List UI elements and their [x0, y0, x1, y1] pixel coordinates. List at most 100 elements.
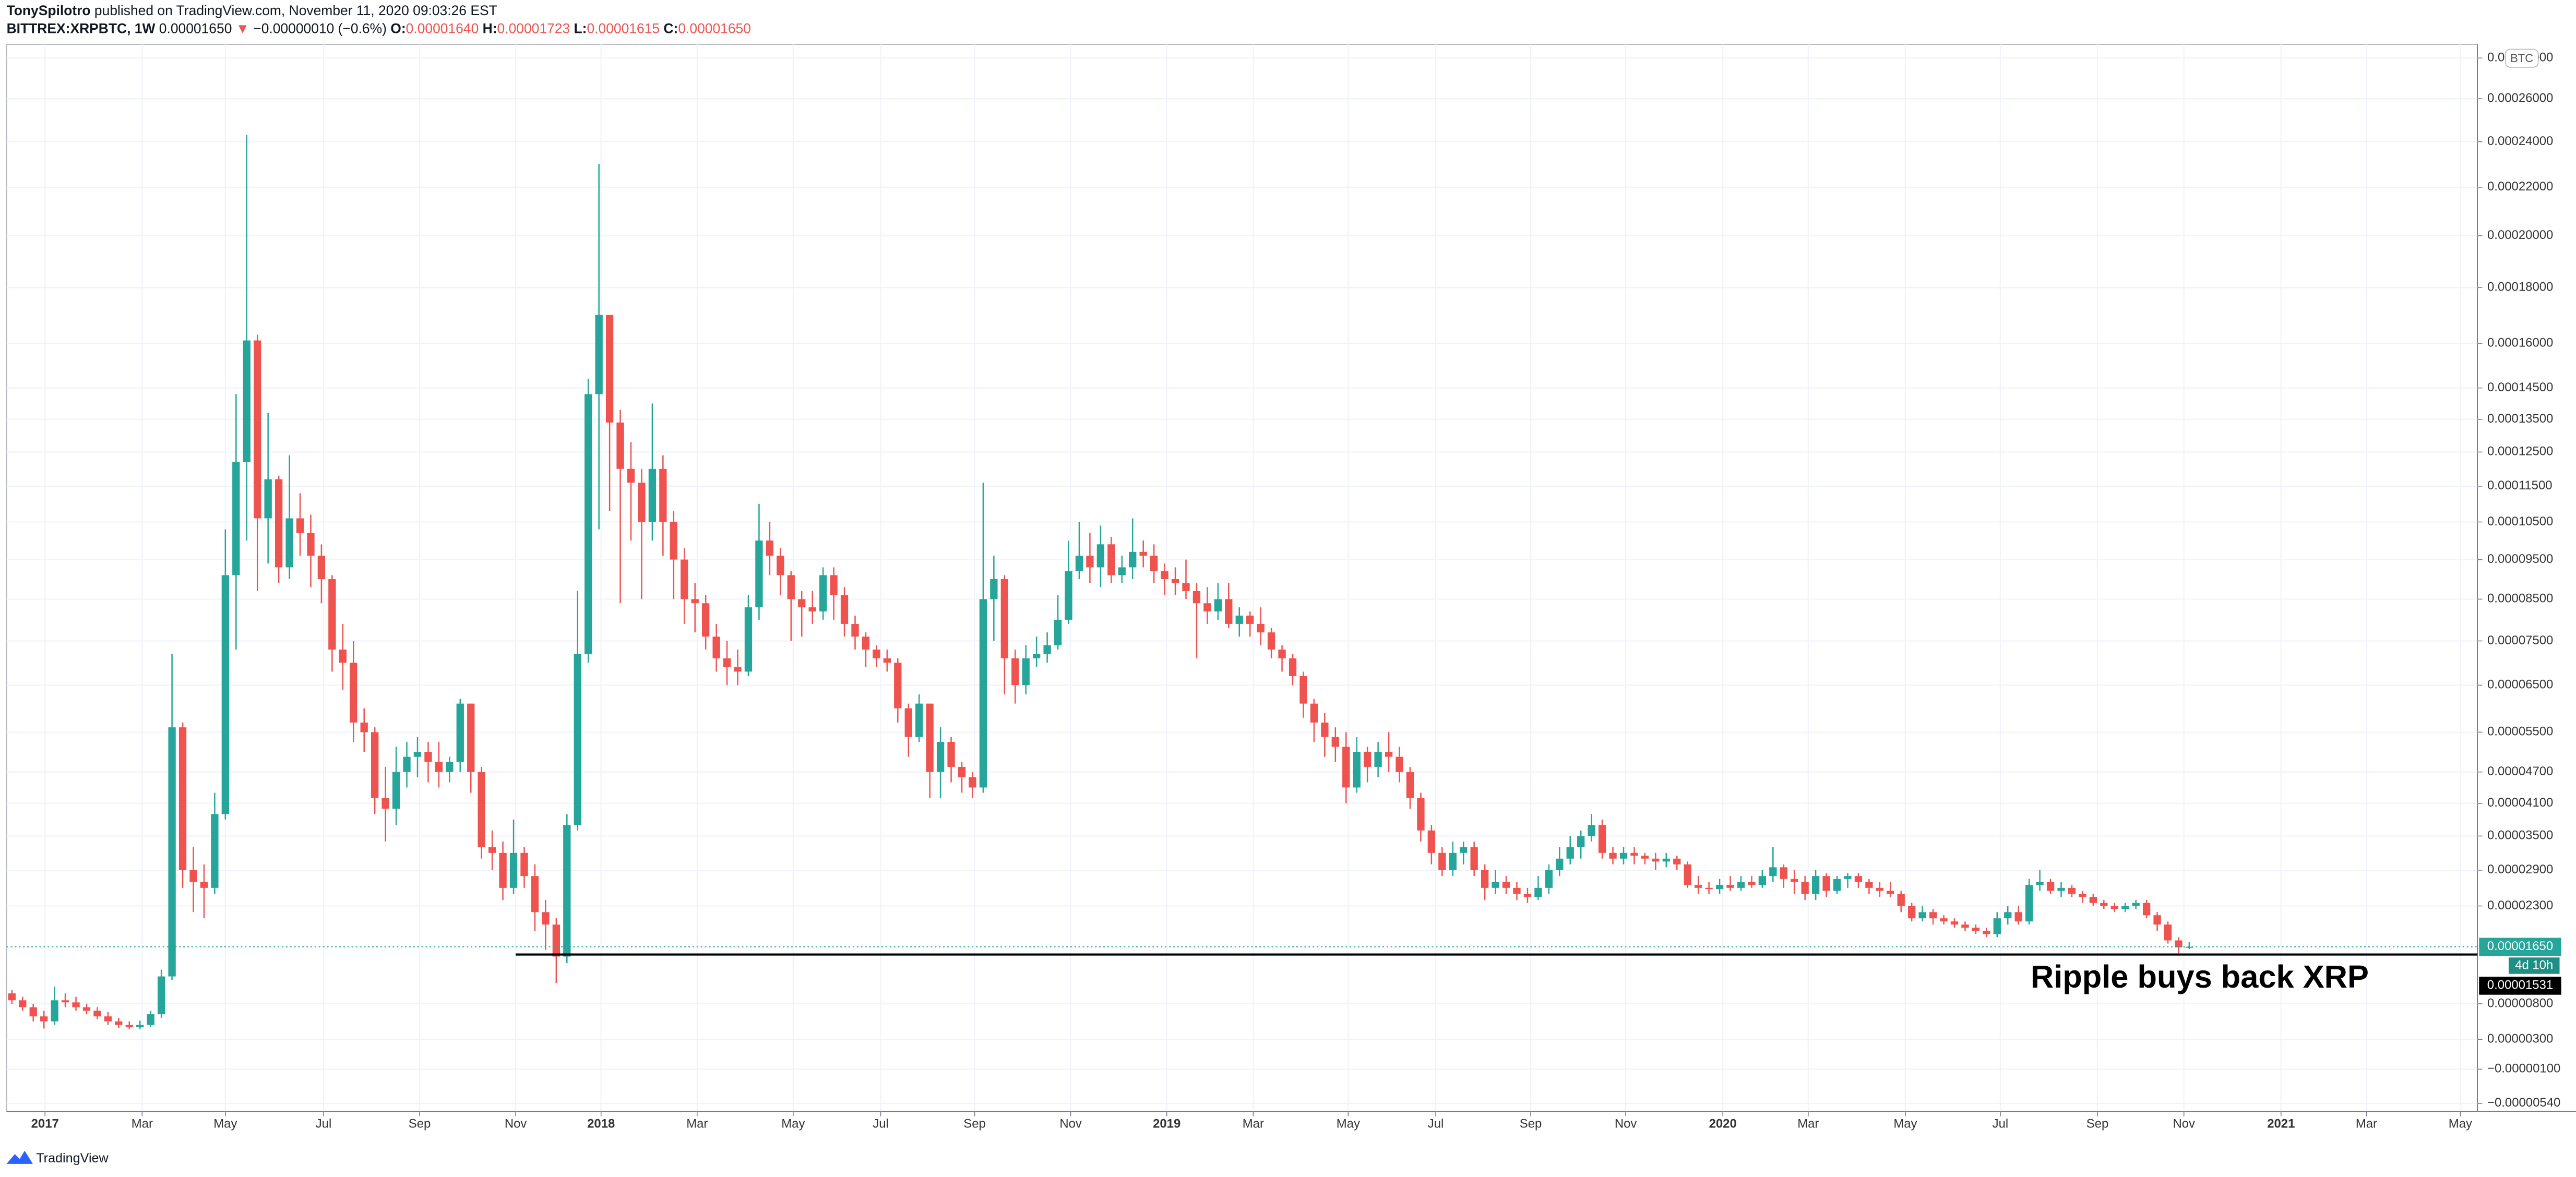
candle-body [1865, 882, 1873, 888]
candle-body [595, 315, 603, 394]
candle-body [413, 752, 422, 757]
badge-box [2505, 49, 2539, 68]
ohlc-value: 0.00001650 [678, 21, 751, 37]
candle-body [585, 394, 592, 654]
candle-body [1481, 870, 1489, 888]
candle-body [605, 315, 614, 423]
candle-body [317, 556, 326, 580]
candle-body [1523, 894, 1532, 897]
candle-body [883, 658, 891, 663]
currency-badge: BTC [2505, 49, 2539, 68]
candle-body [2025, 885, 2033, 922]
candle-body [830, 575, 838, 595]
support-price-box [2479, 977, 2561, 995]
x-tick-label: Nov [1615, 1117, 1637, 1131]
x-tick-label: Sep [1520, 1117, 1542, 1131]
x-tick-label: Jul [873, 1117, 889, 1131]
candle-body [1918, 912, 1926, 919]
candle-body [990, 579, 998, 599]
candle-body [51, 1000, 58, 1022]
footer: TradingView [6, 1150, 109, 1166]
candle-body [1385, 752, 1393, 757]
candle-body [211, 814, 219, 888]
candle-body [125, 1025, 133, 1027]
candle-body [702, 603, 710, 637]
candle-body [1011, 658, 1019, 686]
x-tick-label: Jul [1993, 1117, 2009, 1131]
candle-body [307, 533, 315, 556]
candle-body [381, 798, 389, 809]
candle-body [275, 479, 283, 568]
candle-body [1033, 654, 1041, 658]
candle-body [2057, 887, 2065, 891]
candle-body [115, 1021, 123, 1025]
overlay: 0.00001650 4d 10h 0.00001531 Ripple buys ba… [6, 938, 2561, 995]
candle-body [1396, 756, 1403, 772]
candle-body [926, 703, 934, 772]
candle-body [2046, 882, 2055, 891]
candle-body [1054, 619, 1062, 645]
ohlc-key: L: [574, 21, 587, 37]
candle-body [1364, 752, 1372, 767]
candle-body [2142, 903, 2151, 916]
candle-body [777, 556, 784, 575]
candle-body [2014, 912, 2022, 922]
candle-body [2153, 915, 2161, 925]
candle-body [1449, 852, 1457, 870]
candle-body [1844, 876, 1852, 879]
candle-body [178, 727, 187, 870]
candle-body [40, 1016, 48, 1022]
candle-body [531, 876, 539, 912]
candle-body [1043, 645, 1051, 654]
candle-body [2164, 924, 2172, 941]
candle-body [1993, 918, 2001, 934]
candle-body [2100, 903, 2108, 906]
candle-body [264, 479, 272, 519]
candle-body [1267, 632, 1275, 650]
logo [6, 1150, 33, 1164]
candle-body [808, 607, 816, 611]
candle-body [1662, 858, 1670, 862]
y-tick-label: 0.00004100 [2487, 796, 2553, 810]
x-tick-label: May [781, 1117, 805, 1131]
countdown-box [2508, 957, 2560, 974]
candle-body [296, 518, 304, 533]
candle-body [1171, 579, 1179, 583]
candle-body [766, 541, 774, 556]
ohlc-value: 0.00001640 [406, 21, 479, 37]
candle-body [1737, 882, 1745, 888]
y-tick-label: 0.00024000 [2487, 134, 2553, 148]
candle-body [755, 541, 763, 608]
candle-body [1299, 676, 1307, 704]
candle-body [1609, 852, 1617, 859]
candle-body [894, 663, 902, 708]
x-tick-label: 2017 [31, 1117, 59, 1131]
candle-body [371, 732, 379, 798]
x-tick-label: Mar [132, 1117, 153, 1131]
candle-body [1192, 591, 1201, 604]
y-tick-label: 0.00013500 [2487, 412, 2553, 426]
candle-body [478, 772, 485, 847]
candle-body [1417, 798, 1425, 831]
footer-text: TradingView [36, 1151, 109, 1166]
candle-body [734, 667, 742, 672]
candle-body [1107, 544, 1115, 575]
candle-body [339, 650, 347, 663]
candle-body [979, 599, 987, 788]
symbol: BITTREX:XRPBTC, 1W [7, 21, 156, 37]
candle-body [904, 708, 912, 737]
candle-body [1150, 556, 1158, 571]
candle-body [1161, 571, 1168, 580]
candle-body [691, 599, 699, 604]
candle-body [1811, 876, 1820, 894]
candle-body [616, 422, 624, 469]
y-tick-label: 0.00018000 [2487, 280, 2553, 294]
y-tick-label: 0.00007500 [2487, 633, 2553, 647]
x-tick-label: May [2449, 1117, 2472, 1131]
candle-body [189, 870, 197, 882]
candle-body [2121, 906, 2129, 909]
candle-body [467, 703, 475, 772]
y-tick-label: 0.00010500 [2487, 514, 2553, 529]
candle-body [2004, 912, 2012, 919]
